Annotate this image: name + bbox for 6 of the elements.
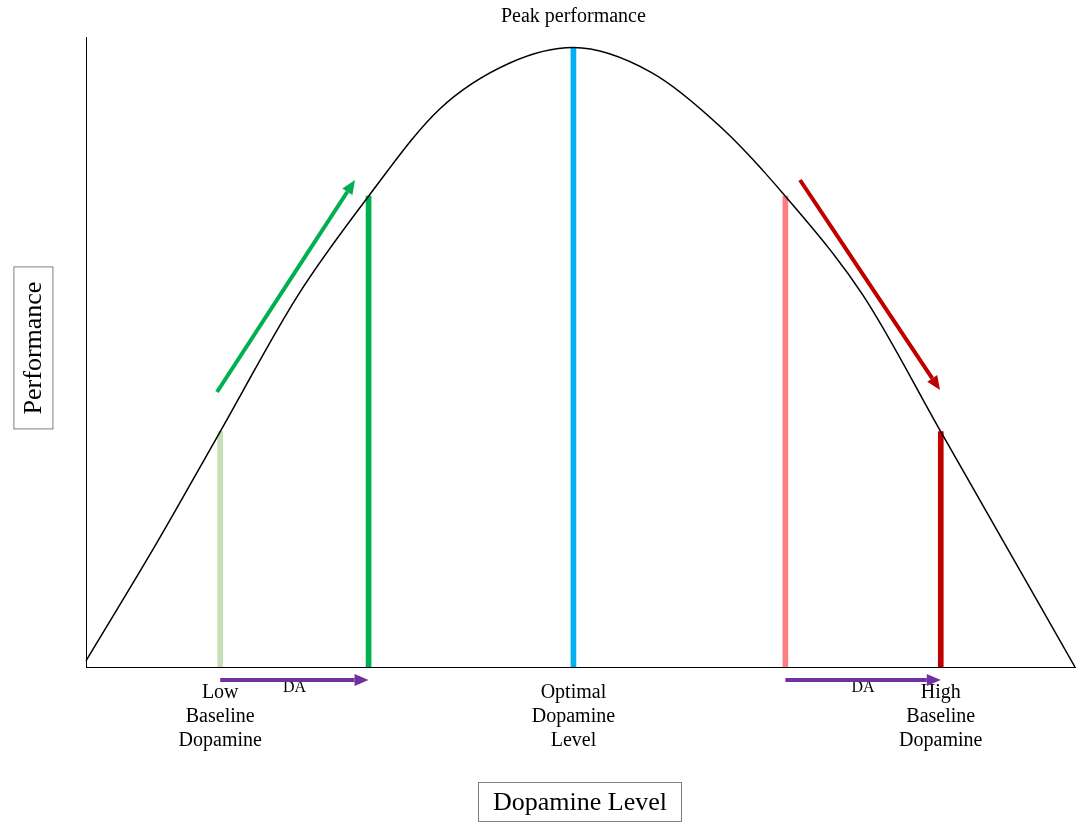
text: Peak performance [500, 4, 646, 27]
x-tick-label: Optimal Dopamine Level [531, 680, 616, 751]
x-tick-label: High Baseline Dopamine [899, 680, 983, 752]
x-axis-title: Dopamine Level [478, 782, 682, 822]
x-tick-label: Low Baseline Dopamine [178, 680, 262, 752]
y-axis-title: Performance [12, 266, 53, 430]
